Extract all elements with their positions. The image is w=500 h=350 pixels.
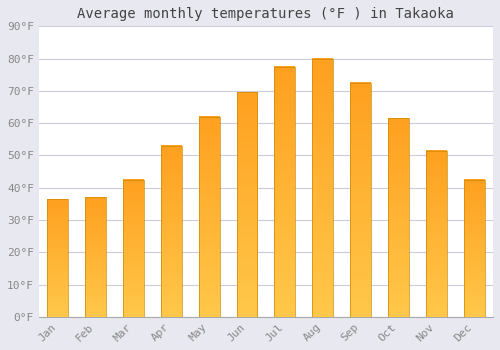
Bar	[274, 66, 295, 317]
Bar	[236, 92, 258, 317]
Bar	[48, 199, 68, 317]
Bar	[198, 117, 220, 317]
Bar	[426, 150, 446, 317]
Bar	[123, 180, 144, 317]
Bar	[312, 58, 333, 317]
Bar	[85, 197, 106, 317]
Title: Average monthly temperatures (°F ) in Takaoka: Average monthly temperatures (°F ) in Ta…	[78, 7, 454, 21]
Bar	[161, 146, 182, 317]
Bar	[350, 83, 371, 317]
Bar	[388, 118, 409, 317]
Bar	[464, 180, 484, 317]
